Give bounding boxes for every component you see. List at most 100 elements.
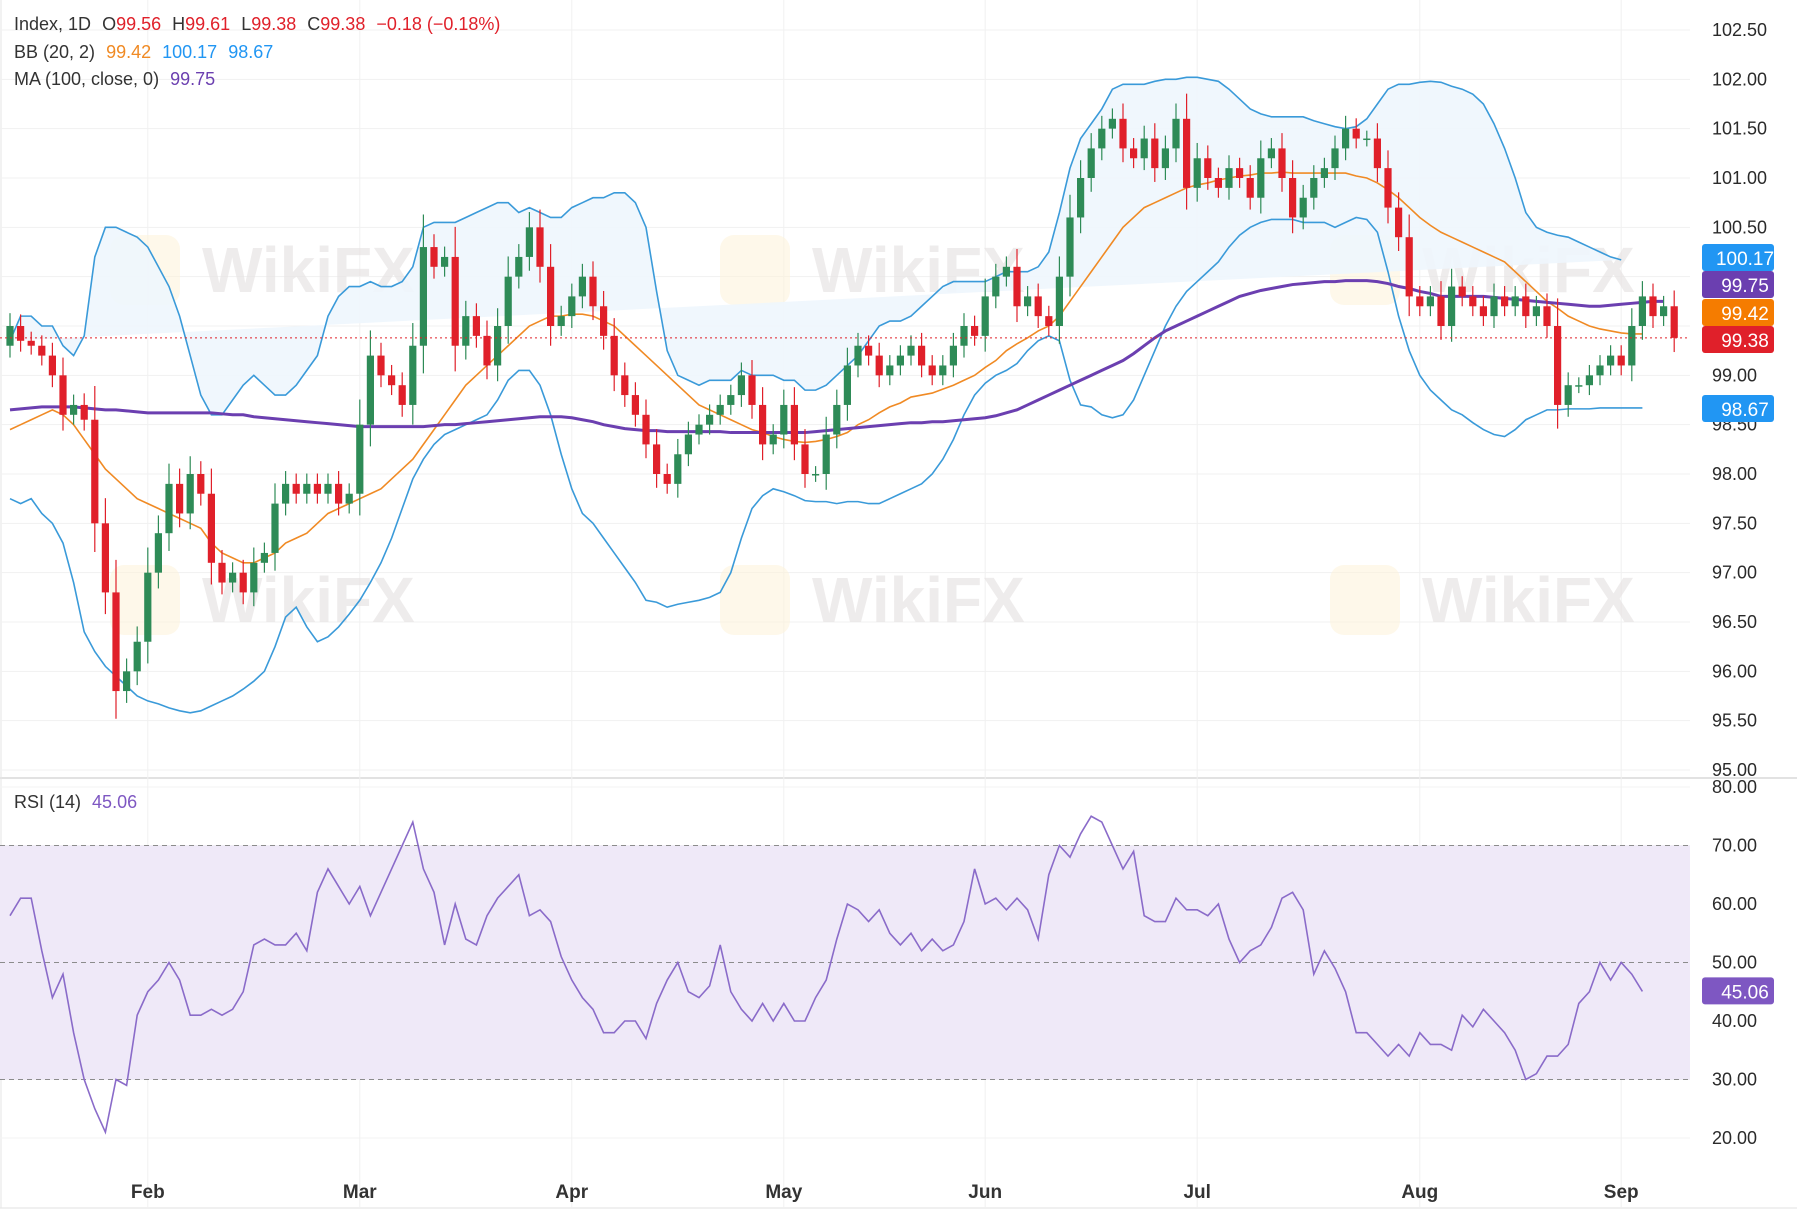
candle-up <box>1320 168 1328 178</box>
rsi-legend: RSI (14) 45.06 <box>14 792 143 813</box>
candle-down <box>388 375 396 386</box>
candle-down <box>1458 286 1466 297</box>
candle-down <box>918 345 926 366</box>
candle-down <box>1617 355 1625 366</box>
watermark-logo <box>720 565 790 635</box>
candle-up <box>1140 138 1148 159</box>
candle-down <box>472 316 480 336</box>
price-tick-label: 98.00 <box>1712 464 1757 484</box>
candle-up <box>1511 296 1519 307</box>
candle-up <box>409 345 417 405</box>
price-tick-label: 95.00 <box>1712 760 1757 780</box>
candle-up <box>854 345 862 366</box>
rsi-tick-label: 70.00 <box>1712 836 1757 856</box>
candle-up <box>1585 375 1593 386</box>
candle-up <box>144 572 152 642</box>
candle-down <box>875 355 883 376</box>
legend-low: 99.38 <box>251 14 297 34</box>
candle-up <box>1532 306 1540 317</box>
candle-down <box>101 523 109 593</box>
candle-up <box>419 247 427 346</box>
price-tag <box>1702 299 1774 326</box>
bb-mid-value: 99.42 <box>106 42 152 62</box>
candle-up <box>557 316 565 326</box>
candle-up <box>886 365 894 376</box>
candle-up <box>737 375 745 396</box>
candle-down <box>1183 118 1191 188</box>
candle-down <box>59 375 67 415</box>
price-tag-label: 99.42 <box>1721 304 1769 325</box>
ma-value: 99.75 <box>170 69 216 89</box>
candle-down <box>790 404 798 445</box>
price-tick-label: 102.00 <box>1712 69 1767 89</box>
month-label: Aug <box>1401 1182 1438 1203</box>
candle-down <box>292 483 300 494</box>
candle-down <box>1236 168 1244 178</box>
legend-open: 99.56 <box>116 14 162 34</box>
candle-up <box>123 671 131 692</box>
candle-up <box>684 434 692 455</box>
candle-up <box>960 326 968 346</box>
watermark-text: WikiFX <box>202 564 415 636</box>
candle-down <box>176 483 184 514</box>
candle-up <box>441 256 449 267</box>
candle-up <box>1310 178 1318 198</box>
candle-up <box>504 276 512 326</box>
candle-down <box>112 592 120 692</box>
candle-up <box>133 641 141 672</box>
candle-up <box>1628 326 1636 366</box>
candle-up <box>1426 296 1434 307</box>
candle-up <box>780 404 788 435</box>
candle-down <box>928 365 936 376</box>
candle-up <box>1490 296 1498 317</box>
candle-down <box>377 355 385 376</box>
candle-up <box>843 365 851 405</box>
candle-up <box>1193 158 1201 188</box>
candle-down <box>48 355 56 376</box>
candle-up <box>833 404 841 435</box>
candle-down <box>80 404 88 420</box>
candle-up <box>1077 178 1085 218</box>
candle-down <box>27 340 35 346</box>
price-tick-label: 101.50 <box>1712 119 1767 139</box>
bb-fill <box>10 77 1622 415</box>
candle-down <box>398 385 406 405</box>
candle-down <box>1246 178 1254 198</box>
bb-legend: BB (20, 2) 99.42 100.17 98.67 <box>14 42 279 63</box>
price-tag <box>1702 244 1774 271</box>
candle-down <box>17 326 25 341</box>
bb-label: BB (20, 2) <box>14 42 96 62</box>
candle-down <box>1405 237 1413 297</box>
candle-down <box>663 474 671 484</box>
candle-down <box>1501 296 1509 307</box>
candle-down <box>197 474 205 494</box>
candle-down <box>218 562 226 583</box>
month-label: May <box>765 1182 802 1203</box>
legend-high-label: H <box>172 14 186 34</box>
candle-up <box>1660 306 1668 317</box>
candle-down <box>610 335 618 376</box>
rsi-tick-label: 30.00 <box>1712 1070 1757 1090</box>
candle-up <box>303 483 311 494</box>
bb-upper-line <box>9 76 1622 416</box>
candle-down <box>547 266 555 326</box>
candle-down <box>1278 148 1286 178</box>
candle-up <box>165 483 173 534</box>
candle-down <box>1214 178 1222 188</box>
price-tick-label: 97.00 <box>1712 563 1757 583</box>
candle-down <box>1384 168 1392 208</box>
candle-down <box>38 345 46 356</box>
candle-down <box>1045 316 1053 326</box>
candle-down <box>865 345 873 356</box>
main-legend: Index, 1D O99.56 H99.61 L99.38 C99.38 −0… <box>14 14 506 35</box>
candle-up <box>1342 128 1350 149</box>
candle-up <box>1299 197 1307 218</box>
candle-up <box>1055 276 1063 326</box>
rsi-tick-label: 40.00 <box>1712 1011 1757 1031</box>
candle-down <box>1479 306 1487 317</box>
price-tick-label: 96.00 <box>1712 661 1757 681</box>
candle-up <box>992 276 1000 297</box>
candle-up <box>1363 138 1371 141</box>
